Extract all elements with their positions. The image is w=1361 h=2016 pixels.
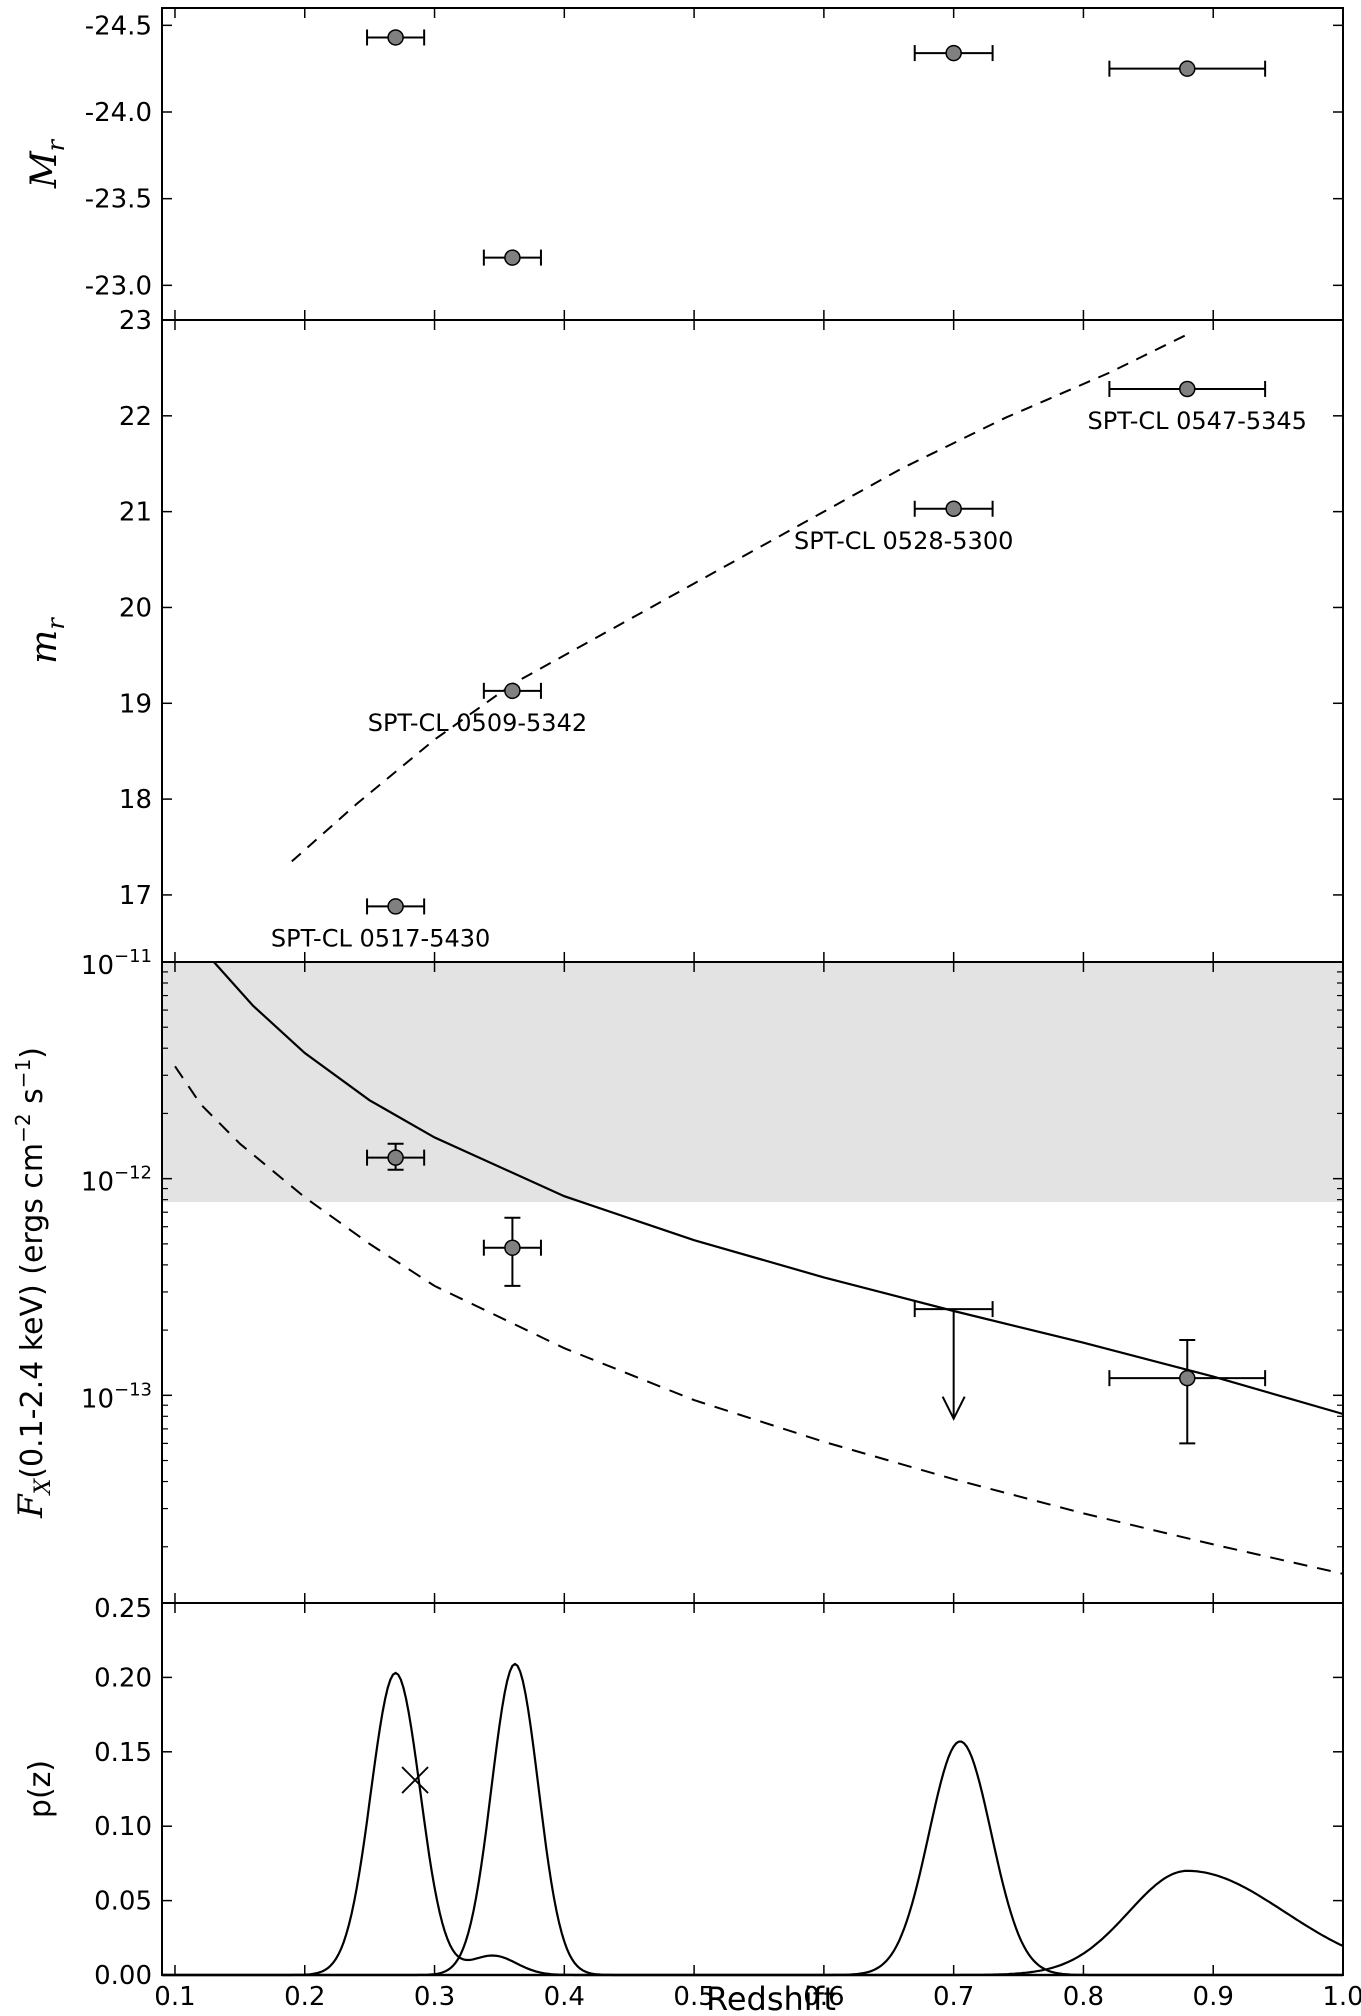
data-point — [1179, 380, 1196, 398]
model-dashed-curve — [291, 333, 1188, 863]
y-tick-label: 0.20 — [94, 1663, 152, 1693]
data-point — [387, 1149, 404, 1166]
y-tick-label-exponent: −13 — [114, 1379, 152, 1400]
magnitude-point — [913, 44, 994, 62]
y-axis-label-text: ) — [15, 1047, 50, 1059]
flux-point — [482, 1216, 542, 1287]
cluster-label: SPT-CL 0547-5345 — [1088, 407, 1307, 435]
y-tick-label: -24.0 — [85, 98, 152, 128]
y-axis-label: mr — [24, 617, 70, 664]
y-tick-label: 0.10 — [94, 1812, 152, 1842]
y-tick-label: 0.25 — [94, 1594, 152, 1624]
y-axis-label-symbol: F — [11, 1493, 51, 1519]
x-tick-label: 0.4 — [544, 1982, 585, 2012]
y-tick-label: 0.15 — [94, 1738, 152, 1768]
pdf-curve — [162, 1869, 1344, 1977]
y-axis-label-text: s — [15, 1088, 50, 1113]
x-tick-label: 0.2 — [284, 1982, 325, 2012]
data-point — [945, 500, 962, 518]
y-tick-label: 22 — [119, 402, 152, 432]
data-point — [1179, 1369, 1196, 1387]
y-tick-label-base: 10 — [81, 1168, 114, 1198]
data-point — [504, 682, 521, 700]
magnitude-point — [1108, 380, 1267, 398]
y-tick-label-base: 10 — [81, 1384, 114, 1414]
x-tick-label: 0.9 — [1193, 1982, 1234, 2012]
redshift-pdf-panel: 0.1 0.2 0.3 0.4 0.5 0.6 0.7 0.8 0.9 1.0 0.00 0.05 0.… — [23, 1594, 1361, 2012]
data-point — [387, 29, 404, 46]
magnitude-point — [913, 500, 994, 518]
data-point — [504, 1239, 521, 1256]
y-tick-label: -23.0 — [85, 271, 152, 301]
y-tick-label: 0.00 — [94, 1961, 152, 1991]
y-tick-label: 19 — [119, 689, 152, 719]
magnitude-point — [482, 249, 542, 266]
apparent-magnitude-panel: 17 18 19 20 21 22 23 SPT-CL 0517-5430 SPT-CL 050… — [24, 306, 1344, 963]
y-axis-label-subscript: X — [31, 1477, 56, 1496]
flux-limit-solid-curve — [213, 961, 1344, 1416]
y-tick-label: -23.5 — [85, 185, 152, 215]
magnitude-point — [482, 682, 542, 700]
x-tick-label: 1.0 — [1322, 1982, 1361, 2012]
x-tick-label: 0.5 — [673, 1982, 714, 2012]
y-axis-label: p(z) — [23, 1760, 58, 1818]
x-axis-label: Redshift — [706, 1980, 836, 2016]
y-tick-label: -24.5 — [85, 11, 152, 41]
magnitude-point — [366, 898, 426, 915]
flux-upper-limit — [913, 1301, 994, 1421]
y-tick-label-base: 10 — [81, 951, 114, 981]
x-tick-label: 0.3 — [414, 1982, 455, 2012]
y-tick-label: 10−11 — [81, 946, 152, 981]
y-tick-label: 10−12 — [81, 1163, 152, 1198]
data-point — [945, 44, 962, 62]
y-tick-label-exponent: −11 — [114, 946, 152, 967]
cluster-label: SPT-CL 0517-5430 — [271, 924, 490, 952]
redshift-axis: Redshift — [706, 1980, 836, 2016]
y-tick-label: 23 — [119, 306, 152, 336]
x-tick-label: 0.1 — [154, 1982, 195, 2012]
flux-limit-dashed-curve — [174, 1065, 1344, 1575]
x-marker — [401, 1766, 429, 1794]
x-marker-stroke — [401, 1766, 429, 1794]
magnitude-point — [1108, 60, 1267, 77]
y-tick-label: 0.05 — [94, 1887, 152, 1917]
upper-limit-arrow-head — [941, 1396, 966, 1421]
shaded-band — [162, 962, 1343, 1203]
y-axis-label-subscript: r — [42, 617, 70, 630]
y-axis-label-exp: −1 — [11, 1059, 35, 1088]
y-tick-label-exponent: −12 — [114, 1163, 152, 1184]
data-point — [1179, 60, 1196, 77]
x-tick-label: 0.8 — [1063, 1982, 1104, 2012]
y-axis-label-subscript: r — [42, 138, 70, 151]
cluster-label: SPT-CL 0509-5342 — [368, 709, 587, 737]
y-tick-label: 10−13 — [81, 1379, 152, 1414]
y-tick-label: 20 — [119, 593, 152, 623]
y-tick-label: 21 — [119, 498, 152, 528]
data-point — [504, 249, 521, 266]
magnitude-point — [366, 29, 426, 46]
flux-point — [1108, 1339, 1267, 1445]
flux-point — [366, 1142, 426, 1171]
x-tick-label: 0.6 — [803, 1982, 844, 2012]
y-axis-label-exp: −2 — [11, 1113, 35, 1142]
y-axis-label-text: (0.1-2.4 keV) (ergs cm — [15, 1143, 50, 1479]
data-point — [387, 898, 404, 915]
y-axis-label: FX(0.1-2.4 keV) (ergs cm−2 s−1) — [11, 1047, 56, 1519]
y-tick-label: 17 — [119, 881, 152, 911]
x-tick-label: 0.7 — [933, 1982, 974, 2012]
y-tick-label: 18 — [119, 785, 152, 815]
cluster-label: SPT-CL 0528-5300 — [794, 527, 1013, 555]
